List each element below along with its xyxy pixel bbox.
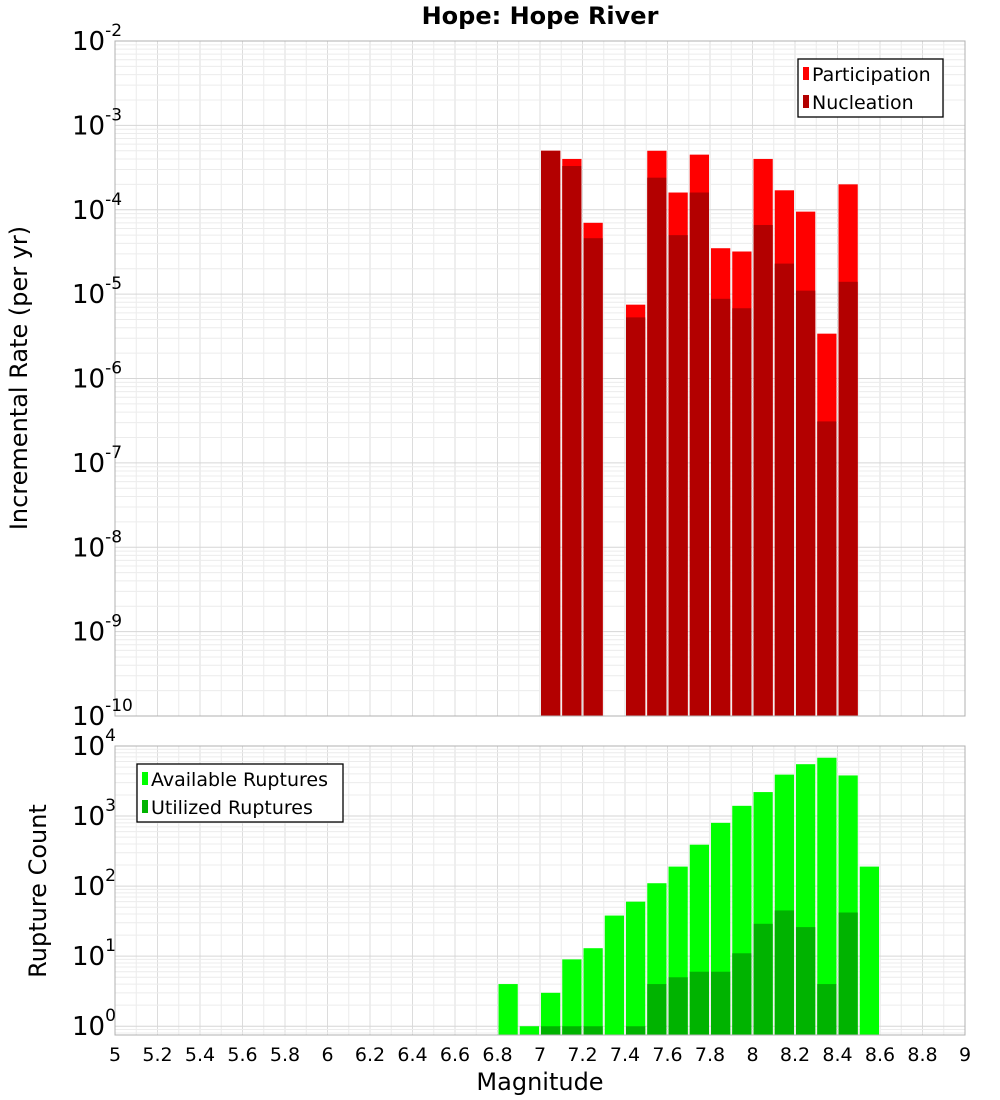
x-tick-labels: 5 5.2 5.4 5.6 5.8 6 6.2 6.4 6.6 6.8 7 7.2 7.4 7.6 7.8 8… [109,1044,971,1066]
top-bar-nucleation [647,177,667,716]
top-bar-nucleation [838,281,858,716]
bottom-bar-utilized-ruptures [626,1026,646,1035]
bottom-bar-available-ruptures [604,915,624,1035]
top-legend-swatch [803,67,809,80]
x-axis-label: Magnitude [476,1068,603,1096]
x-tick-label: 5.8 [270,1044,300,1066]
top-legend-label: Nucleation [812,92,914,114]
bottom-bar-available-ruptures [519,1026,539,1035]
top-y-tick-label: 10-4 [72,190,122,226]
top-y-tick-label: 10-8 [72,527,122,563]
bottom-bar-utilized-ruptures [732,953,752,1035]
x-tick-label: 9 [959,1044,971,1066]
x-tick-label: 8.2 [780,1044,810,1066]
bottom-bar-utilized-ruptures [711,971,731,1035]
bottom-bar-utilized-ruptures [562,1026,582,1035]
top-gridlines [114,40,966,717]
top-bar-nucleation [541,150,561,716]
bottom-bar-available-ruptures [583,948,603,1035]
top-bar-nucleation [626,317,646,716]
x-tick-label: 5.6 [227,1044,257,1066]
x-tick-label: 7.2 [567,1044,597,1066]
top-bar-nucleation [668,235,688,716]
bottom-bar-available-ruptures [498,984,518,1035]
bottom-bar-utilized-ruptures [838,912,858,1035]
bottom-bar-utilized-ruptures [689,971,709,1035]
x-tick-label: 5.2 [142,1044,172,1066]
x-tick-label: 8 [746,1044,758,1066]
bottom-y-axis-label: Rupture Count [24,804,52,978]
top-y-tick-labels: 10-10 10-9 10-8 10-7 10-6 10-5 10-4 10-3 10-2 [72,21,133,732]
top-bar-nucleation [753,224,773,716]
top-y-tick-label: 10-6 [72,359,122,395]
bottom-legend-box [136,763,344,823]
chart-title: Hope: Hope River [422,2,659,30]
top-legend-label: Participation [812,64,931,86]
top-bar-nucleation [562,166,582,717]
x-tick-label: 5 [109,1044,121,1066]
bottom-bar-utilized-ruptures [774,910,794,1035]
bottom-y-tick-label: 104 [72,726,116,762]
bottom-bar-utilized-ruptures [647,984,667,1035]
bottom-bar-utilized-ruptures [796,927,816,1035]
x-tick-label: 5.4 [185,1044,215,1066]
top-legend-swatch [803,95,809,108]
top-legend-box [797,58,944,118]
top-plot-frame [114,40,966,717]
bottom-bar-available-ruptures [541,992,561,1035]
x-tick-label: 6 [321,1044,333,1066]
top-bar-nucleation [796,290,816,716]
top-y-tick-label: 10-7 [72,443,122,479]
bottom-legend: Available Ruptures Utilized Ruptures [136,763,344,823]
bottom-y-tick-label: 103 [72,796,116,832]
x-tick-label: 7.8 [695,1044,725,1066]
top-y-tick-label: 10-9 [72,612,122,648]
bottom-legend-label: Utilized Ruptures [151,797,313,819]
x-tick-label: 7 [534,1044,546,1066]
top-bar-nucleation [711,298,731,716]
bottom-bar-utilized-ruptures [541,1026,561,1035]
x-tick-label: 7.4 [610,1044,640,1066]
bottom-bar-available-ruptures [859,866,879,1035]
top-y-tick-label: 10-10 [72,696,133,732]
bottom-bar-available-ruptures [626,901,646,1035]
x-tick-label: 7.6 [652,1044,682,1066]
bottom-y-tick-label: 100 [72,1006,116,1042]
top-y-tick-label: 10-5 [72,274,122,310]
top-bar-nucleation [732,308,752,716]
bottom-bar-available-ruptures [817,757,837,1035]
bottom-y-tick-label: 101 [72,936,116,972]
x-tick-label: 8.6 [865,1044,895,1066]
x-tick-label: 6.4 [397,1044,427,1066]
bottom-legend-swatch [142,800,148,813]
bottom-y-tick-label: 102 [72,866,116,902]
bottom-plot-frame [114,745,966,1036]
bottom-bars [498,757,879,1035]
top-bar-nucleation [817,421,837,716]
top-y-tick-label: 10-3 [72,105,122,141]
top-bar-nucleation [583,238,603,716]
top-bars [541,150,858,717]
x-tick-label: 6.8 [482,1044,512,1066]
top-panel: 10-10 10-9 10-8 10-7 10-6 10-5 10-4 10-3 10-2 In… [5,21,966,732]
top-y-axis-label: Incremental Rate (per yr) [5,226,33,530]
bottom-bar-utilized-ruptures [753,923,773,1035]
top-legend: Participation Nucleation [797,58,944,118]
bottom-legend-label: Available Ruptures [151,769,328,791]
bottom-bar-utilized-ruptures [668,977,688,1035]
bottom-legend-swatch [142,772,148,785]
top-y-tick-label: 10-2 [72,21,122,57]
top-bar-nucleation [774,263,794,716]
bottom-bar-utilized-ruptures [817,984,837,1035]
bottom-y-tick-labels: 100 101 102 103 104 [72,726,116,1042]
x-tick-label: 8.8 [907,1044,937,1066]
bottom-bar-utilized-ruptures [583,1026,603,1035]
bottom-panel: 100 101 102 103 104 5 5.2 5.4 5.6 5.8 6 6.2 6.4 6.6 6… [24,726,971,1096]
x-tick-label: 6.2 [355,1044,385,1066]
x-tick-label: 8.4 [822,1044,852,1066]
top-bar-nucleation [689,192,709,717]
bottom-bar-available-ruptures [562,959,582,1035]
x-tick-label: 6.6 [440,1044,470,1066]
